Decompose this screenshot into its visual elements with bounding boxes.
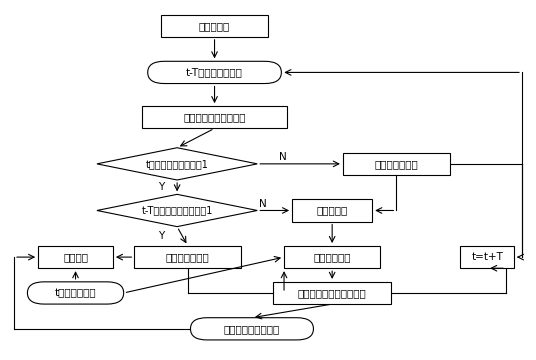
FancyBboxPatch shape xyxy=(135,246,241,268)
Text: t时刻粒子存在变量为1: t时刻粒子存在变量为1 xyxy=(146,159,209,169)
FancyBboxPatch shape xyxy=(27,282,124,304)
FancyBboxPatch shape xyxy=(161,15,268,37)
FancyBboxPatch shape xyxy=(292,199,372,222)
FancyBboxPatch shape xyxy=(38,246,113,268)
FancyBboxPatch shape xyxy=(148,61,281,84)
Text: 粒子状态未定义: 粒子状态未定义 xyxy=(375,159,418,169)
Text: N: N xyxy=(259,199,266,209)
Text: t-T时刻粒子存在变量为1: t-T时刻粒子存在变量为1 xyxy=(142,206,213,216)
Text: t=t+T: t=t+T xyxy=(471,252,503,262)
Text: Y: Y xyxy=(158,231,164,241)
FancyBboxPatch shape xyxy=(460,246,514,268)
Text: N: N xyxy=(279,152,286,162)
Text: t-T时刻的粒子数据: t-T时刻的粒子数据 xyxy=(186,67,243,77)
Text: 粒子初始化: 粒子初始化 xyxy=(199,21,230,31)
Text: Y: Y xyxy=(158,182,164,192)
Text: 离散存在变量一步预测: 离散存在变量一步预测 xyxy=(183,112,246,122)
FancyBboxPatch shape xyxy=(273,282,391,304)
Polygon shape xyxy=(97,148,257,180)
Text: 粒子初始化: 粒子初始化 xyxy=(317,206,348,216)
Text: t时刻量测数据: t时刻量测数据 xyxy=(55,288,96,298)
Text: 粒子权重归一化、重采样: 粒子权重归一化、重采样 xyxy=(298,288,367,298)
FancyBboxPatch shape xyxy=(343,153,450,175)
FancyBboxPatch shape xyxy=(284,246,380,268)
Text: 机动检测: 机动检测 xyxy=(63,252,88,262)
Text: 检测概率、状态估计: 检测概率、状态估计 xyxy=(224,324,280,334)
FancyBboxPatch shape xyxy=(190,318,314,340)
Polygon shape xyxy=(97,194,257,226)
Text: 计算粒子权重: 计算粒子权重 xyxy=(314,252,351,262)
FancyBboxPatch shape xyxy=(143,106,287,129)
Text: 粒子变速率采样: 粒子变速率采样 xyxy=(166,252,210,262)
